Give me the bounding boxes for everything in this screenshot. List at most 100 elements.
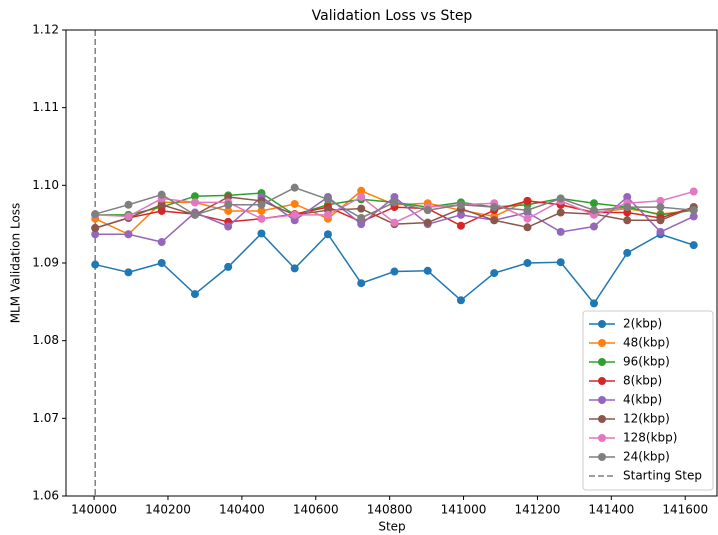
x-tick-label: 140600 bbox=[293, 503, 339, 517]
point bbox=[224, 262, 233, 271]
legend-marker bbox=[598, 434, 606, 442]
legend-label: Starting Step bbox=[623, 469, 702, 483]
point bbox=[623, 203, 632, 212]
point bbox=[91, 260, 100, 269]
point bbox=[290, 199, 299, 208]
y-tick-label: 1.10 bbox=[32, 178, 59, 192]
point bbox=[323, 195, 332, 204]
point bbox=[257, 229, 266, 238]
point bbox=[357, 213, 366, 222]
legend-label: 4(kbp) bbox=[623, 393, 662, 407]
point bbox=[490, 269, 499, 278]
y-tick-label: 1.07 bbox=[32, 411, 59, 425]
point bbox=[190, 198, 199, 207]
y-tick-label: 1.06 bbox=[32, 489, 59, 503]
point bbox=[157, 200, 166, 209]
point bbox=[623, 248, 632, 257]
point bbox=[589, 206, 598, 215]
point bbox=[357, 186, 366, 195]
point bbox=[490, 216, 499, 225]
legend-marker bbox=[598, 320, 606, 328]
legend-label: 2(kbp) bbox=[623, 317, 662, 331]
point bbox=[91, 224, 100, 233]
legend-marker bbox=[598, 396, 606, 404]
legend-box bbox=[582, 310, 714, 491]
point bbox=[124, 212, 133, 221]
x-tick-label: 140000 bbox=[71, 503, 117, 517]
legend-label: 24(kbp) bbox=[623, 450, 670, 464]
point bbox=[589, 199, 598, 208]
point bbox=[623, 216, 632, 225]
y-tick-label: 1.11 bbox=[32, 100, 59, 114]
point bbox=[257, 200, 266, 209]
x-tick-label: 141000 bbox=[441, 503, 487, 517]
point bbox=[190, 210, 199, 219]
point bbox=[523, 206, 532, 215]
point bbox=[523, 259, 532, 267]
point bbox=[456, 200, 465, 209]
point bbox=[689, 212, 698, 221]
point bbox=[357, 204, 366, 213]
point bbox=[323, 210, 332, 219]
point bbox=[556, 208, 565, 217]
point bbox=[290, 183, 299, 192]
point bbox=[423, 218, 432, 227]
point bbox=[190, 290, 199, 299]
plot-frame bbox=[65, 29, 718, 497]
point bbox=[490, 203, 499, 212]
point bbox=[257, 206, 266, 215]
x-tick-label: 141600 bbox=[662, 503, 708, 517]
point bbox=[523, 214, 532, 223]
x-tick-label: 140400 bbox=[219, 503, 265, 517]
point bbox=[91, 230, 100, 239]
legend-marker bbox=[598, 339, 606, 347]
y-tick-label: 1.12 bbox=[32, 23, 59, 37]
point bbox=[656, 203, 665, 212]
point bbox=[556, 227, 565, 236]
point bbox=[456, 210, 465, 219]
point bbox=[456, 221, 465, 230]
point bbox=[157, 206, 166, 215]
point bbox=[523, 223, 532, 232]
point bbox=[689, 241, 698, 250]
x-tick-label: 141400 bbox=[588, 503, 634, 517]
point bbox=[124, 268, 133, 277]
point bbox=[157, 259, 166, 267]
point bbox=[656, 227, 665, 236]
chart-title: Validation Loss vs Step bbox=[312, 8, 473, 24]
y-tick-label: 1.08 bbox=[32, 333, 59, 347]
point bbox=[224, 200, 233, 209]
point bbox=[357, 220, 366, 229]
point bbox=[556, 194, 565, 203]
x-axis-label: Step bbox=[378, 520, 405, 534]
point bbox=[689, 187, 698, 196]
point bbox=[589, 222, 598, 231]
point bbox=[689, 206, 698, 215]
point bbox=[656, 196, 665, 205]
point bbox=[523, 196, 532, 205]
legend-label: 8(kbp) bbox=[623, 374, 662, 388]
point bbox=[456, 296, 465, 305]
point bbox=[157, 238, 166, 247]
legend-label: 12(kbp) bbox=[623, 412, 670, 426]
point bbox=[390, 267, 399, 276]
legend-label: 96(kbp) bbox=[623, 355, 670, 369]
point bbox=[224, 206, 233, 215]
point bbox=[91, 210, 100, 219]
legend-marker bbox=[598, 358, 606, 366]
point bbox=[290, 210, 299, 219]
point bbox=[623, 192, 632, 201]
point bbox=[124, 200, 133, 209]
y-axis-label: MLM Validation Loss bbox=[9, 203, 23, 324]
point bbox=[290, 264, 299, 273]
point bbox=[423, 266, 432, 275]
point bbox=[656, 216, 665, 225]
point bbox=[390, 218, 399, 227]
point bbox=[357, 192, 366, 201]
point bbox=[556, 258, 565, 267]
point bbox=[423, 206, 432, 215]
legend-label: 48(kbp) bbox=[623, 336, 670, 350]
point bbox=[390, 198, 399, 207]
point bbox=[589, 299, 598, 308]
